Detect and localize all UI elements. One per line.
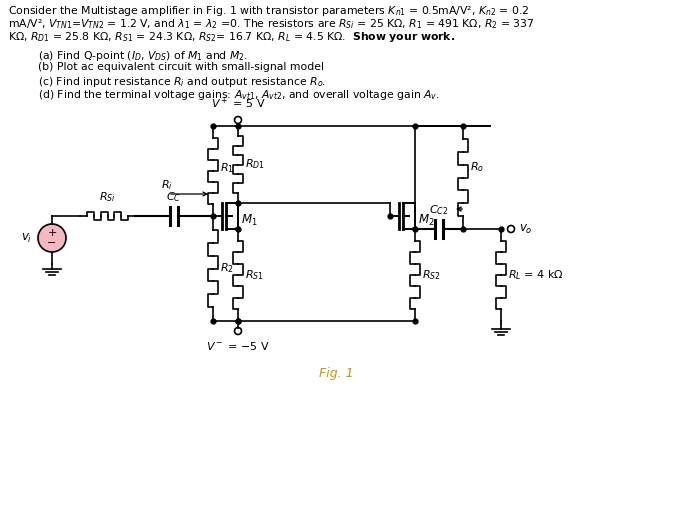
Text: $R_{S1}$: $R_{S1}$ — [245, 268, 264, 282]
Text: −: − — [47, 238, 57, 248]
Text: (d) Find the terminal voltage gains: $A_{vt1}$, $A_{vt2}$, and overall voltage g: (d) Find the terminal voltage gains: $A_… — [38, 88, 440, 102]
Text: KΩ, $R_{D1}$ = 25.8 KΩ, $R_{S1}$ = 24.3 KΩ, $R_{S2}$= 16.7 KΩ, $R_L$ = 4.5 KΩ.  : KΩ, $R_{D1}$ = 25.8 KΩ, $R_{S1}$ = 24.3 … — [8, 30, 455, 44]
Text: $R_i$: $R_i$ — [161, 178, 173, 192]
Text: $R_L$ = 4 kΩ: $R_L$ = 4 kΩ — [508, 268, 564, 282]
Text: $R_{Si}$: $R_{Si}$ — [99, 190, 116, 204]
Text: $v_i$: $v_i$ — [21, 232, 32, 245]
Text: $v_o$: $v_o$ — [519, 222, 532, 235]
Text: $R_{D1}$: $R_{D1}$ — [245, 157, 265, 171]
Text: (c) Find input resistance $R_i$ and output resistance $R_o$.: (c) Find input resistance $R_i$ and outp… — [38, 75, 326, 89]
Text: +: + — [47, 228, 57, 238]
Text: $R_{S2}$: $R_{S2}$ — [422, 268, 441, 282]
Circle shape — [38, 224, 66, 252]
Text: Fig. 1: Fig. 1 — [319, 367, 353, 380]
Text: $V^-$ = −5 V: $V^-$ = −5 V — [206, 340, 270, 352]
Text: $R_1$: $R_1$ — [220, 161, 234, 175]
Text: $C_C$: $C_C$ — [166, 190, 182, 204]
Text: Consider the Multistage amplifier in Fig. 1 with transistor parameters $K_{n1}$ : Consider the Multistage amplifier in Fig… — [8, 4, 529, 18]
Text: $M_1$: $M_1$ — [241, 213, 258, 228]
Text: $V^+$ = 5 V: $V^+$ = 5 V — [211, 95, 265, 111]
Text: $R_2$: $R_2$ — [220, 262, 234, 276]
Text: (b) Plot ac equivalent circuit with small-signal model: (b) Plot ac equivalent circuit with smal… — [38, 62, 324, 72]
Text: mA/V², $V_{TN1}$=$V_{TN2}$ = 1.2 V, and $\lambda_1$ = $\lambda_2$ =0. The resist: mA/V², $V_{TN1}$=$V_{TN2}$ = 1.2 V, and … — [8, 17, 535, 31]
Text: $R_o$: $R_o$ — [470, 160, 484, 174]
Text: $M_2$: $M_2$ — [418, 213, 435, 228]
Text: $C_{C2}$: $C_{C2}$ — [429, 203, 449, 217]
Text: (a) Find Q-point ($I_D$, $V_{DS}$) of $M_1$ and $M_2$.: (a) Find Q-point ($I_D$, $V_{DS}$) of $M… — [38, 49, 248, 63]
